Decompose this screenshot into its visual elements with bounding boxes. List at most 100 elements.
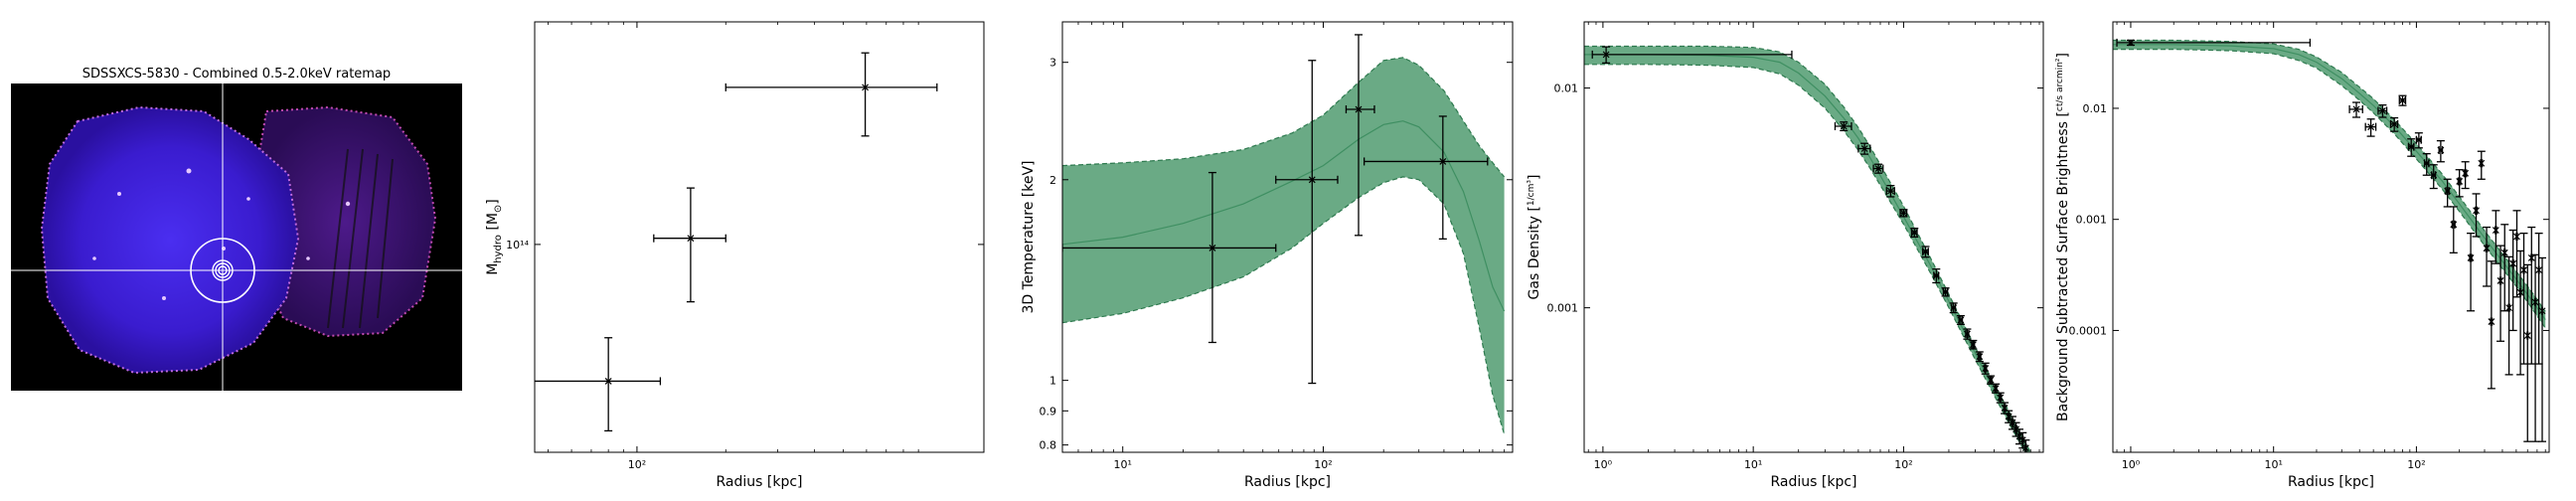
y-label-main: Gas Density	[1527, 212, 1542, 300]
point-marker-b	[1899, 209, 1907, 217]
point-marker-b	[1957, 316, 1965, 324]
point-marker-b	[2430, 171, 2438, 179]
point-marker-b	[2527, 254, 2535, 261]
ratemap-main-region	[40, 105, 300, 375]
x-tick-label: 10²	[628, 458, 646, 471]
point-marker-b	[1308, 176, 1316, 184]
point-marker-b	[1355, 105, 1363, 113]
point-marker-b	[1439, 158, 1447, 165]
aperture-outer	[190, 238, 255, 303]
data-point	[1910, 228, 1919, 239]
y-axis-label: 3D Temperature [keV]	[1021, 161, 1037, 314]
temperature-profile-panel: 10¹ 10² 0.8 0.9 1 2 3 Radius [kpc] 3D Temperatur…	[1021, 21, 1514, 490]
y-tick-label: 0.0001	[2069, 324, 2108, 337]
data-point	[2449, 206, 2458, 253]
model-uncertainty-band	[1584, 46, 2031, 452]
point-marker-b	[2352, 105, 2360, 113]
data-point	[1345, 34, 1375, 237]
data-point	[2496, 245, 2505, 342]
point-marker-b	[2513, 233, 2520, 241]
mass-profile-panel: 10² 10¹⁴ Radius [kpc] Mhydro [M⊙]	[485, 21, 985, 490]
data-point	[2483, 226, 2492, 287]
x-tick-label: 10²	[1314, 458, 1332, 471]
point-marker-b	[2500, 249, 2508, 256]
axes-frame	[1061, 21, 1514, 453]
point-marker-b	[1942, 288, 1950, 296]
plot-area	[2113, 38, 2547, 442]
y-tick-label: 0.001	[2076, 214, 2108, 227]
y-tick-label: 1	[1049, 375, 1056, 388]
data-point	[2461, 161, 2470, 190]
x-tick-label: 10²	[2407, 458, 2425, 471]
y-label-sub: hydro	[493, 235, 504, 263]
y-label-bracket-close: ]	[1527, 175, 1542, 180]
point-marker-b	[1910, 229, 1918, 237]
y-axis-label: Mhydro [M⊙]	[485, 199, 504, 275]
aperture-ring-2	[215, 262, 231, 278]
y-label-frac-num: ct	[2055, 102, 2065, 111]
data-point	[2512, 210, 2521, 298]
data-point	[653, 187, 726, 303]
data-point	[2407, 138, 2416, 157]
data-point	[2015, 428, 2024, 445]
y-tick-label: 0.01	[1554, 83, 1579, 95]
point-marker-b	[1874, 165, 1882, 173]
data-point	[2455, 169, 2464, 198]
data-point	[2523, 263, 2532, 442]
point-marker-b	[2407, 143, 2415, 151]
point-marker-b	[2488, 318, 2496, 326]
band-upper-edge	[1584, 45, 2031, 452]
data-point	[1899, 209, 1908, 218]
y-tick-label: 0.8	[1040, 439, 1057, 452]
data-point	[2538, 256, 2547, 442]
data-point	[1591, 46, 1793, 65]
x-tick-label: 10¹	[1744, 458, 1762, 471]
axes-frame	[2112, 21, 2550, 453]
ratemap-panel: SDSSXCS-5830 - Combined 0.5-2.0keV ratem…	[11, 67, 462, 391]
model-median-line	[1062, 120, 1506, 312]
y-label-frac-den: s arcmin²	[2055, 58, 2065, 99]
ratemap-title: SDSSXCS-5830 - Combined 0.5-2.0keV ratem…	[82, 67, 391, 82]
point-marker-b	[1860, 145, 1868, 152]
data-point	[1857, 142, 1871, 155]
data-point	[2389, 116, 2399, 132]
data-point	[1949, 302, 1958, 314]
point-marker-b	[2467, 254, 2475, 261]
y-label-sun: ⊙	[493, 205, 504, 213]
x-axis-label: Radius [kpc]	[2288, 474, 2374, 490]
point-marker-b	[2538, 307, 2546, 315]
point-marker-b	[2520, 266, 2527, 274]
plot-area	[1062, 34, 1506, 435]
point-marker-b	[604, 378, 612, 385]
point-marker-b	[1982, 365, 1990, 373]
ratemap-secondary-region	[251, 105, 437, 338]
y-tick-label: 2	[1049, 174, 1056, 187]
axes-frame	[1583, 21, 2044, 453]
data-point	[2487, 260, 2496, 390]
point-marker-b	[1950, 304, 1958, 312]
ratemap-stripes	[327, 148, 394, 329]
data-point	[2500, 224, 2509, 312]
density-profile-panel: 10⁰ 10¹ 10² 0.01 0.001 Radius [kpc] Gas Densit…	[1527, 21, 2044, 490]
aperture-ring-1	[212, 259, 234, 281]
data-point	[1872, 163, 1884, 174]
data-point	[2504, 255, 2513, 376]
point-marker-b	[2423, 159, 2431, 167]
y-label-main: Background Subtracted Surface Brightness	[2055, 117, 2071, 421]
point-marker-b	[2367, 123, 2375, 131]
y-label-bracket-open: [	[2055, 111, 2071, 116]
data-point	[2508, 229, 2517, 332]
point-marker-b	[2021, 444, 2029, 452]
point-marker-b	[2390, 120, 2398, 128]
band-lower-edge	[2113, 49, 2546, 329]
y-tick-label: 3	[1049, 57, 1056, 70]
data-point	[2477, 150, 2486, 180]
point-marker-b	[2496, 277, 2504, 284]
band-upper-edge	[1062, 57, 1506, 178]
model-uncertainty-band	[1062, 57, 1505, 434]
point-marker-b	[1602, 51, 1610, 59]
point-marker-b	[2456, 178, 2464, 185]
point-marker-b	[2437, 146, 2445, 154]
point-marker-b	[2450, 221, 2458, 229]
